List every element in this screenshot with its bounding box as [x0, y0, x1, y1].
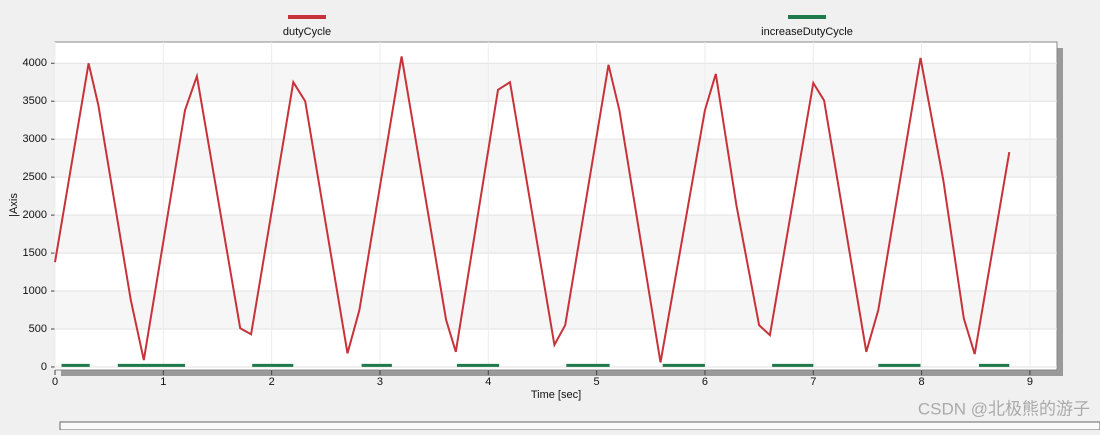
y-tick-label: 1500 — [23, 247, 47, 259]
grid-band — [56, 215, 1056, 254]
x-tick-label: 2 — [269, 376, 275, 388]
x-tick-label: 1 — [160, 376, 166, 388]
series-line — [54, 56, 1011, 363]
bottom-strip — [59, 421, 1100, 431]
x-tick-label: 0 — [52, 376, 58, 388]
x-axis-label: Time [sec] — [531, 389, 581, 401]
grid-band — [56, 291, 1056, 329]
y-tick-label: 3000 — [23, 133, 47, 145]
y-tick-label: 2500 — [23, 171, 47, 183]
x-tick-label: 8 — [919, 376, 925, 388]
legend-label: dutyCycle — [283, 26, 331, 38]
y-tick-label: 500 — [29, 323, 47, 335]
x-tick-label: 4 — [485, 376, 491, 388]
y-tick-label: 0 — [41, 361, 47, 373]
y-tick-label: 2000 — [23, 209, 47, 221]
x-tick-label: 9 — [1027, 376, 1033, 388]
legend-label: increaseDutyCycle — [761, 26, 853, 38]
grid-band — [56, 63, 1056, 102]
x-tick-label: 3 — [377, 376, 383, 388]
y-tick-label: 1000 — [23, 285, 47, 297]
y-tick-label: 4000 — [23, 57, 47, 69]
y-tick-label: 3500 — [23, 95, 47, 107]
x-tick-label: 7 — [810, 376, 816, 388]
grid-band — [56, 139, 1056, 178]
x-tick-label: 6 — [702, 376, 708, 388]
y-axis-label: |Axis — [8, 193, 20, 217]
x-tick-label: 5 — [594, 376, 600, 388]
watermark: CSDN @北极熊的游子 — [918, 399, 1090, 418]
